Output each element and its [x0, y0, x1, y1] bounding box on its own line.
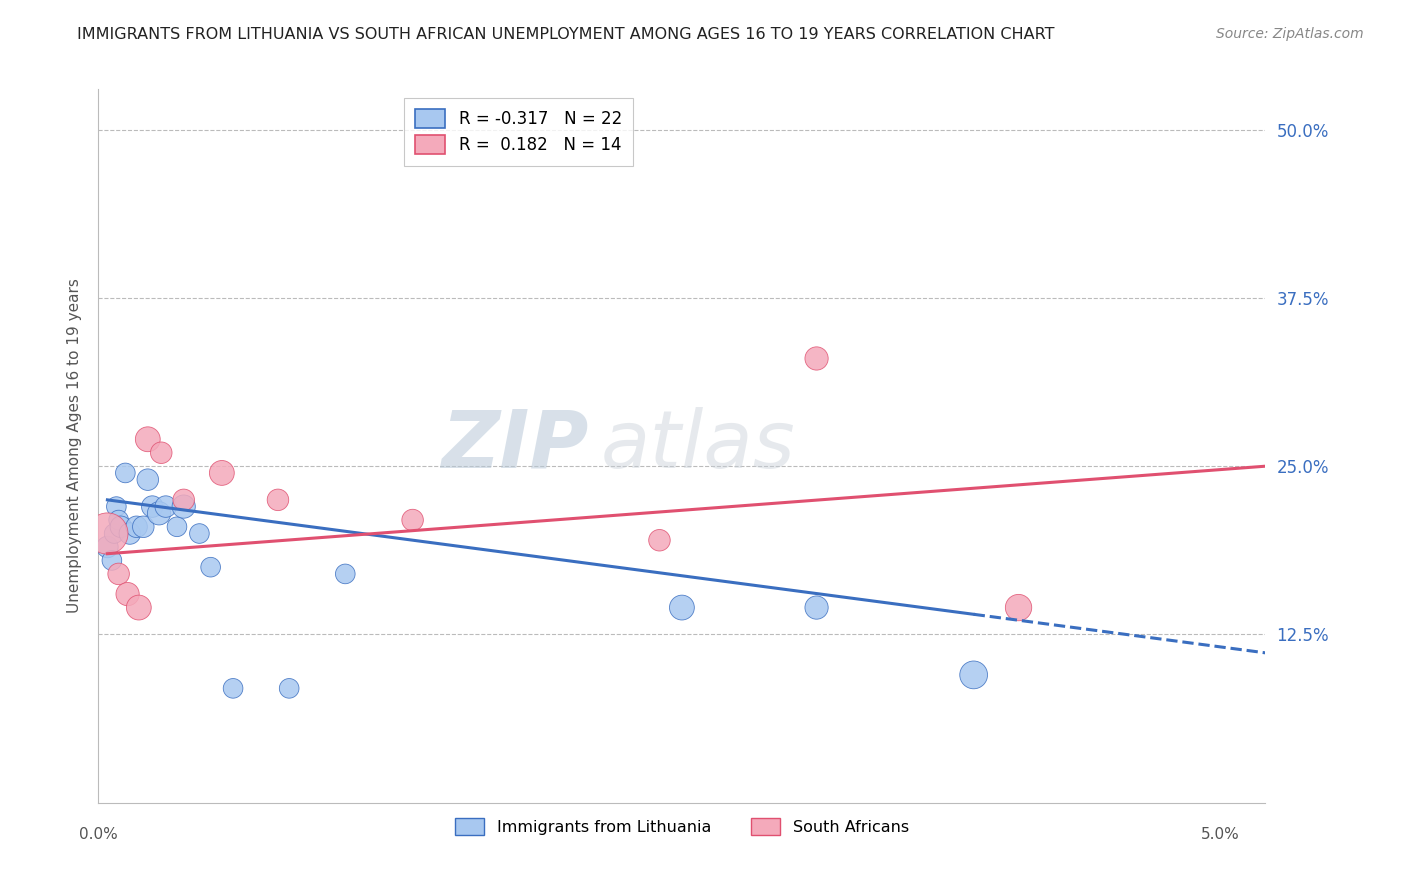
Point	[148, 506, 170, 520]
Y-axis label: Unemployment Among Ages 16 to 19 years: Unemployment Among Ages 16 to 19 years	[66, 278, 82, 614]
Legend: Immigrants from Lithuania, South Africans: Immigrants from Lithuania, South African…	[449, 812, 915, 841]
Point	[103, 526, 125, 541]
Point	[155, 500, 177, 514]
Point	[278, 681, 301, 696]
Point	[1007, 600, 1029, 615]
Text: 0.0%: 0.0%	[79, 827, 118, 842]
Point	[648, 533, 671, 548]
Point	[401, 513, 423, 527]
Point	[107, 513, 129, 527]
Point	[267, 492, 290, 507]
Point	[962, 668, 984, 682]
Point	[671, 600, 693, 615]
Point	[110, 520, 132, 534]
Text: ZIP: ZIP	[441, 407, 589, 485]
Point	[335, 566, 357, 581]
Point	[806, 351, 828, 366]
Point	[101, 553, 124, 567]
Point	[150, 446, 173, 460]
Point	[136, 432, 159, 446]
Point	[173, 500, 195, 514]
Point	[96, 526, 118, 541]
Point	[128, 600, 150, 615]
Point	[117, 587, 139, 601]
Text: IMMIGRANTS FROM LITHUANIA VS SOUTH AFRICAN UNEMPLOYMENT AMONG AGES 16 TO 19 YEAR: IMMIGRANTS FROM LITHUANIA VS SOUTH AFRIC…	[77, 27, 1054, 42]
Point	[173, 492, 195, 507]
Point	[136, 473, 159, 487]
Point	[96, 540, 118, 554]
Text: Source: ZipAtlas.com: Source: ZipAtlas.com	[1216, 27, 1364, 41]
Point	[141, 500, 163, 514]
Point	[200, 560, 222, 574]
Text: atlas: atlas	[600, 407, 794, 485]
Point	[118, 526, 141, 541]
Point	[211, 466, 233, 480]
Point	[188, 526, 211, 541]
Point	[105, 500, 128, 514]
Text: 5.0%: 5.0%	[1201, 827, 1240, 842]
Point	[222, 681, 245, 696]
Point	[132, 520, 155, 534]
Point	[114, 466, 136, 480]
Point	[107, 566, 129, 581]
Point	[166, 520, 188, 534]
Point	[125, 520, 148, 534]
Point	[806, 600, 828, 615]
